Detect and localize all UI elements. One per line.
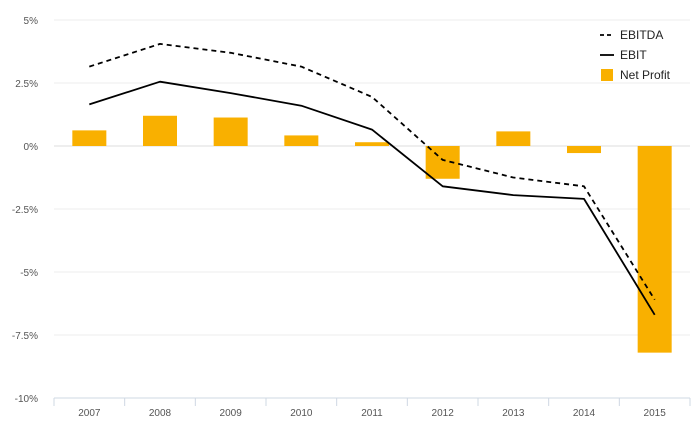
x-tick-label: 2014 (573, 408, 596, 419)
x-tick-label: 2007 (78, 408, 101, 419)
x-tick-label: 2009 (220, 408, 243, 419)
y-tick-label: -10% (15, 394, 38, 405)
net-profit-bar (496, 131, 531, 146)
series-lines (89, 43, 656, 316)
y-tick-label: -5% (20, 268, 38, 279)
x-tick-label: 2012 (432, 408, 455, 419)
y-tick-label: -7.5% (12, 331, 38, 342)
legend: EBITDA EBIT Net Profit (600, 28, 671, 82)
net-profit-bar (355, 142, 389, 146)
net-profit-bar (637, 146, 672, 353)
ebitda-line (89, 43, 656, 301)
x-tick-label: 2008 (149, 408, 172, 419)
legend-item-ebitda: EBITDA (600, 28, 663, 42)
net-profit-bar (567, 146, 601, 154)
net-profit-bar (213, 117, 248, 146)
net-profit-bar (284, 135, 319, 146)
legend-bar-swatch (601, 69, 613, 81)
x-tick-label: 2010 (290, 408, 313, 419)
y-axis-ticks: 5% 2.5% 0% -2.5% -5% -7.5% -10% (12, 16, 38, 405)
y-tick-label: -2.5% (12, 205, 38, 216)
y-tick-label: 0% (24, 142, 39, 153)
x-axis: 2007 2008 2009 2010 2011 2012 2013 2014 2015 (53, 397, 691, 419)
legend-label: Net Profit (620, 68, 671, 82)
x-tick-label: 2013 (502, 408, 525, 419)
y-tick-label: 2.5% (15, 79, 38, 90)
legend-item-net-profit: Net Profit (601, 68, 671, 82)
legend-label: EBIT (620, 48, 647, 62)
x-tick-label: 2011 (361, 408, 383, 419)
net-profit-bar (143, 115, 177, 146)
x-tick-label: 2015 (644, 408, 667, 419)
ebit-line (89, 80, 656, 316)
legend-item-ebit: EBIT (600, 48, 647, 62)
legend-label: EBITDA (620, 28, 663, 42)
y-tick-label: 5% (24, 16, 39, 27)
net-profit-bar (425, 146, 460, 179)
bars (72, 115, 672, 353)
net-profit-bar (72, 130, 107, 146)
grid-lines (54, 19, 690, 336)
